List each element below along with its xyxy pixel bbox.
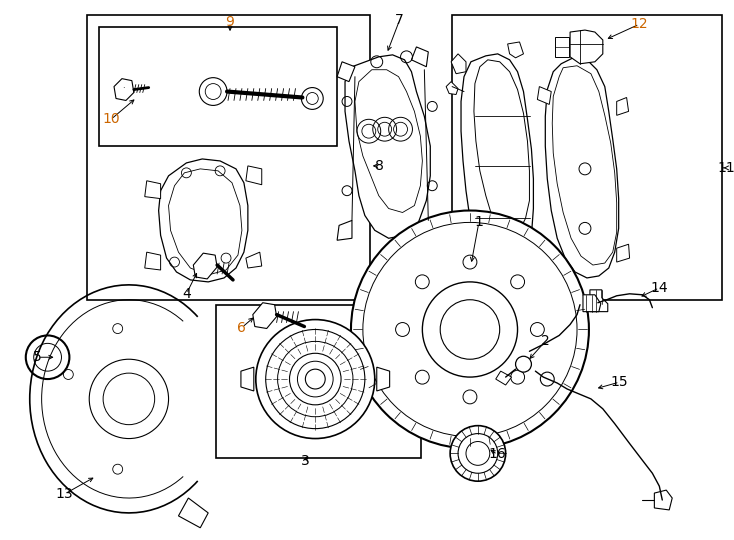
Circle shape xyxy=(422,282,517,377)
Polygon shape xyxy=(159,159,248,282)
Circle shape xyxy=(515,356,531,372)
Polygon shape xyxy=(655,490,672,510)
Polygon shape xyxy=(345,55,430,238)
Polygon shape xyxy=(461,54,534,268)
Circle shape xyxy=(289,353,341,405)
Polygon shape xyxy=(412,47,429,67)
Polygon shape xyxy=(617,244,630,262)
Text: 5: 5 xyxy=(33,350,42,365)
Polygon shape xyxy=(377,367,390,391)
Circle shape xyxy=(415,275,429,289)
Bar xyxy=(87,15,370,300)
Circle shape xyxy=(463,255,477,269)
Polygon shape xyxy=(193,253,217,279)
Circle shape xyxy=(415,370,429,384)
Text: 10: 10 xyxy=(102,112,120,126)
Text: ·: · xyxy=(123,84,126,93)
Text: 1: 1 xyxy=(474,215,483,230)
Text: 9: 9 xyxy=(225,15,234,29)
Bar xyxy=(216,305,421,458)
Polygon shape xyxy=(252,303,277,328)
Polygon shape xyxy=(246,252,262,268)
Text: 8: 8 xyxy=(375,159,384,173)
Circle shape xyxy=(302,87,323,110)
Circle shape xyxy=(511,275,525,289)
Polygon shape xyxy=(495,371,512,385)
Circle shape xyxy=(531,322,545,336)
Polygon shape xyxy=(145,252,161,270)
Text: 12: 12 xyxy=(631,17,648,31)
Polygon shape xyxy=(451,54,466,73)
Circle shape xyxy=(351,211,589,448)
Bar xyxy=(99,27,337,146)
Bar xyxy=(452,15,722,300)
Polygon shape xyxy=(570,30,603,64)
Circle shape xyxy=(255,320,375,438)
Polygon shape xyxy=(246,166,262,185)
Polygon shape xyxy=(545,58,619,278)
Circle shape xyxy=(396,322,410,336)
Text: 2: 2 xyxy=(541,334,550,348)
Circle shape xyxy=(511,370,525,384)
Polygon shape xyxy=(114,79,134,100)
Polygon shape xyxy=(590,290,608,312)
Polygon shape xyxy=(145,181,161,199)
Polygon shape xyxy=(456,252,474,276)
Polygon shape xyxy=(241,367,254,391)
Polygon shape xyxy=(583,295,601,312)
Circle shape xyxy=(540,372,554,386)
Polygon shape xyxy=(337,220,352,240)
Circle shape xyxy=(450,426,506,481)
Circle shape xyxy=(200,78,227,105)
Polygon shape xyxy=(523,240,537,258)
Polygon shape xyxy=(539,248,551,265)
Polygon shape xyxy=(537,86,551,104)
Text: 4: 4 xyxy=(182,287,191,301)
Text: 11: 11 xyxy=(718,161,734,175)
Polygon shape xyxy=(418,219,436,235)
Text: 7: 7 xyxy=(395,13,404,27)
Polygon shape xyxy=(178,498,208,528)
Text: 14: 14 xyxy=(650,281,668,295)
Text: 6: 6 xyxy=(238,321,247,334)
Circle shape xyxy=(463,390,477,404)
Text: 16: 16 xyxy=(489,448,506,461)
Text: 13: 13 xyxy=(56,487,73,501)
Polygon shape xyxy=(508,42,523,58)
Text: 15: 15 xyxy=(611,375,628,389)
Text: 3: 3 xyxy=(301,454,310,468)
Polygon shape xyxy=(555,37,569,57)
Polygon shape xyxy=(446,82,458,94)
Polygon shape xyxy=(337,62,355,82)
Polygon shape xyxy=(617,98,628,116)
